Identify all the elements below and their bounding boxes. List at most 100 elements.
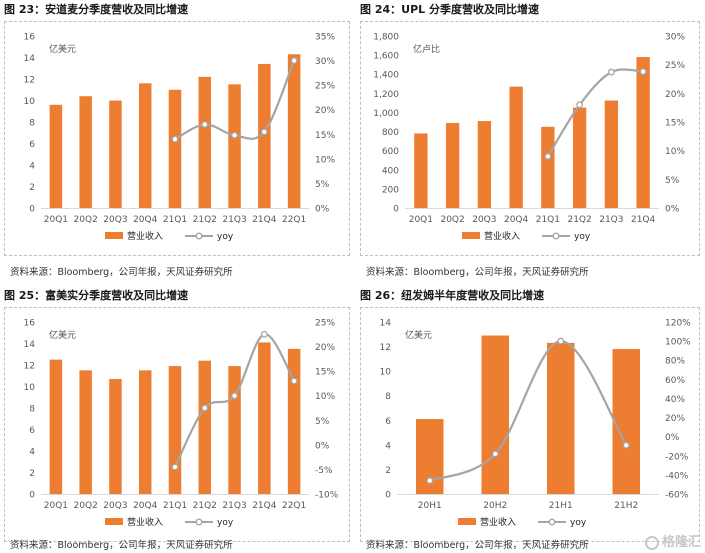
chart-body: 0 2 4 6 8 10 12 14 -60% -40% -20% 0% 20% 40% 60% 80% 100… <box>360 307 700 542</box>
y-left-tick-label: 8 <box>385 392 391 402</box>
y-right-tick-label: 0% <box>665 205 680 215</box>
bar <box>138 370 152 494</box>
y-right-tick-label: 80% <box>665 357 685 367</box>
y-left-tick-label: 400 <box>382 166 399 176</box>
x-tick-label: 21Q1 <box>536 215 560 225</box>
yoy-point <box>607 68 615 76</box>
x-tick-label: 21Q2 <box>567 215 591 225</box>
chart-panel-23: 图 23：安道麦分季度营收及同比增速 0 2 4 6 8 10 12 14 16 0% 5% 10% 1… <box>4 0 350 280</box>
y-right-tick-label: 5% <box>665 176 680 186</box>
y-left-tick-label: 200 <box>382 185 399 195</box>
y-right-tick-label: 100% <box>665 338 691 348</box>
yoy-point <box>557 337 565 345</box>
y-left-tick-label: 600 <box>382 147 399 157</box>
x-tick-label: 21Q1 <box>163 215 187 225</box>
y-right-tick-label: -10% <box>315 491 339 501</box>
x-tick-label: 20Q4 <box>504 215 529 225</box>
x-tick-label: 20Q3 <box>103 501 127 511</box>
y-right-tick-label: 60% <box>665 376 685 386</box>
yoy-point <box>426 477 434 485</box>
chart-panel-24: 图 24：UPL 分季度营收及同比增速 0 200 400 600 800 1,000 1,… <box>360 0 700 280</box>
y-right-tick-label: 25% <box>315 82 335 92</box>
y-left-tick-label: 14 <box>380 319 392 329</box>
x-tick-label: 21Q3 <box>599 215 623 225</box>
yoy-point <box>544 152 552 160</box>
yoy-line <box>546 68 644 157</box>
y-left-tick-label: 2 <box>29 183 35 193</box>
chart-body: 0 2 4 6 8 10 12 14 16 -10% -5% 0% 5% 10% 15% 20% 25% 亿美元 2… <box>4 307 350 542</box>
legend-line-marker <box>548 518 556 526</box>
y-left-tick-label: 16 <box>24 33 36 43</box>
yoy-point <box>290 57 298 65</box>
bar <box>546 342 575 494</box>
x-tick-label: 21Q4 <box>631 215 656 225</box>
bar <box>636 57 650 209</box>
y-left-tick-label: 4 <box>29 162 35 172</box>
bar <box>445 122 460 208</box>
y-right-tick-label: 20% <box>315 106 335 116</box>
x-tick-label: 21Q3 <box>222 501 246 511</box>
y-right-tick-label: 10% <box>315 392 335 402</box>
bar <box>509 86 523 208</box>
legend-bar-label: 营业收入 <box>127 230 163 242</box>
y-right-tick-label: -5% <box>315 466 333 476</box>
legend-line-marker <box>195 232 203 240</box>
y-left-tick-label: 10 <box>380 368 392 378</box>
y-left-tick-label: 8 <box>29 119 35 129</box>
chart-svg: 0 2 4 6 8 10 12 14 -60% -40% -20% 0% 20% 40% 60% 80% 100… <box>380 319 692 529</box>
x-tick-label: 20Q3 <box>472 215 496 225</box>
legend-bar-swatch <box>462 232 480 239</box>
bar <box>481 335 510 494</box>
bar <box>168 89 182 208</box>
y-right-tick-label: 20% <box>665 414 685 424</box>
bar <box>612 349 641 494</box>
y-left-tick-label: 14 <box>24 340 36 350</box>
watermark: 格隆汇 <box>644 531 701 550</box>
y-right-tick-label: 35% <box>315 33 335 43</box>
y-left-tick-label: 6 <box>29 426 35 436</box>
x-tick-label: 21Q2 <box>193 501 217 511</box>
legend-line-label: yoy <box>574 232 591 242</box>
bar <box>49 104 63 208</box>
y-left-tick-label: 1,200 <box>373 90 399 100</box>
y-left-tick-label: 0 <box>29 491 35 501</box>
y-right-tick-label: 25% <box>315 319 335 329</box>
x-tick-label: 21Q3 <box>222 215 246 225</box>
bar <box>228 366 241 494</box>
y-right-tick-label: -40% <box>665 471 689 481</box>
legend-line-marker <box>195 518 203 526</box>
bar <box>287 348 301 494</box>
legend-line-label: yoy <box>217 232 234 242</box>
legend-bar-swatch <box>105 518 123 525</box>
x-tick-label: 20H2 <box>483 501 507 511</box>
y-right-tick-label: 15% <box>315 131 335 141</box>
bar <box>168 366 182 494</box>
y-right-tick-label: 10% <box>315 155 335 165</box>
unit-label: 亿卢比 <box>413 43 440 55</box>
y-left-tick-label: 2 <box>385 466 391 476</box>
x-tick-label: 21Q2 <box>193 215 217 225</box>
bar <box>572 107 587 208</box>
bar <box>109 378 122 494</box>
y-left-tick-label: 16 <box>24 319 36 329</box>
yoy-point <box>171 463 179 471</box>
yoy-point <box>201 404 209 412</box>
x-tick-label: 20H1 <box>418 501 442 511</box>
yoy-line <box>429 340 628 482</box>
watermark-text: 格隆汇 <box>661 535 701 550</box>
panel-title: 图 25：富美实分季度营收及同比增速 <box>4 289 189 302</box>
y-right-tick-label: 120% <box>665 319 691 329</box>
bar <box>258 342 271 494</box>
y-right-tick-label: 0% <box>315 441 330 451</box>
y-left-tick-label: 1,800 <box>373 33 399 43</box>
yoy-point <box>231 131 239 139</box>
bar <box>198 360 212 494</box>
x-tick-label: 20Q1 <box>44 501 68 511</box>
bar <box>79 370 92 494</box>
yoy-point <box>576 101 584 109</box>
bar <box>258 63 271 209</box>
y-right-tick-label: 20% <box>665 90 685 100</box>
chart-svg: 0 2 4 6 8 10 12 14 16 0% 5% 10% 15% 20% 25% 30% 35% 亿美元 20… <box>24 33 336 243</box>
y-right-tick-label: 15% <box>315 368 335 378</box>
chart-panel-25: 图 25：富美实分季度营收及同比增速 0 2 4 6 8 10 12 14 16 -10% -5% 0… <box>4 286 350 553</box>
